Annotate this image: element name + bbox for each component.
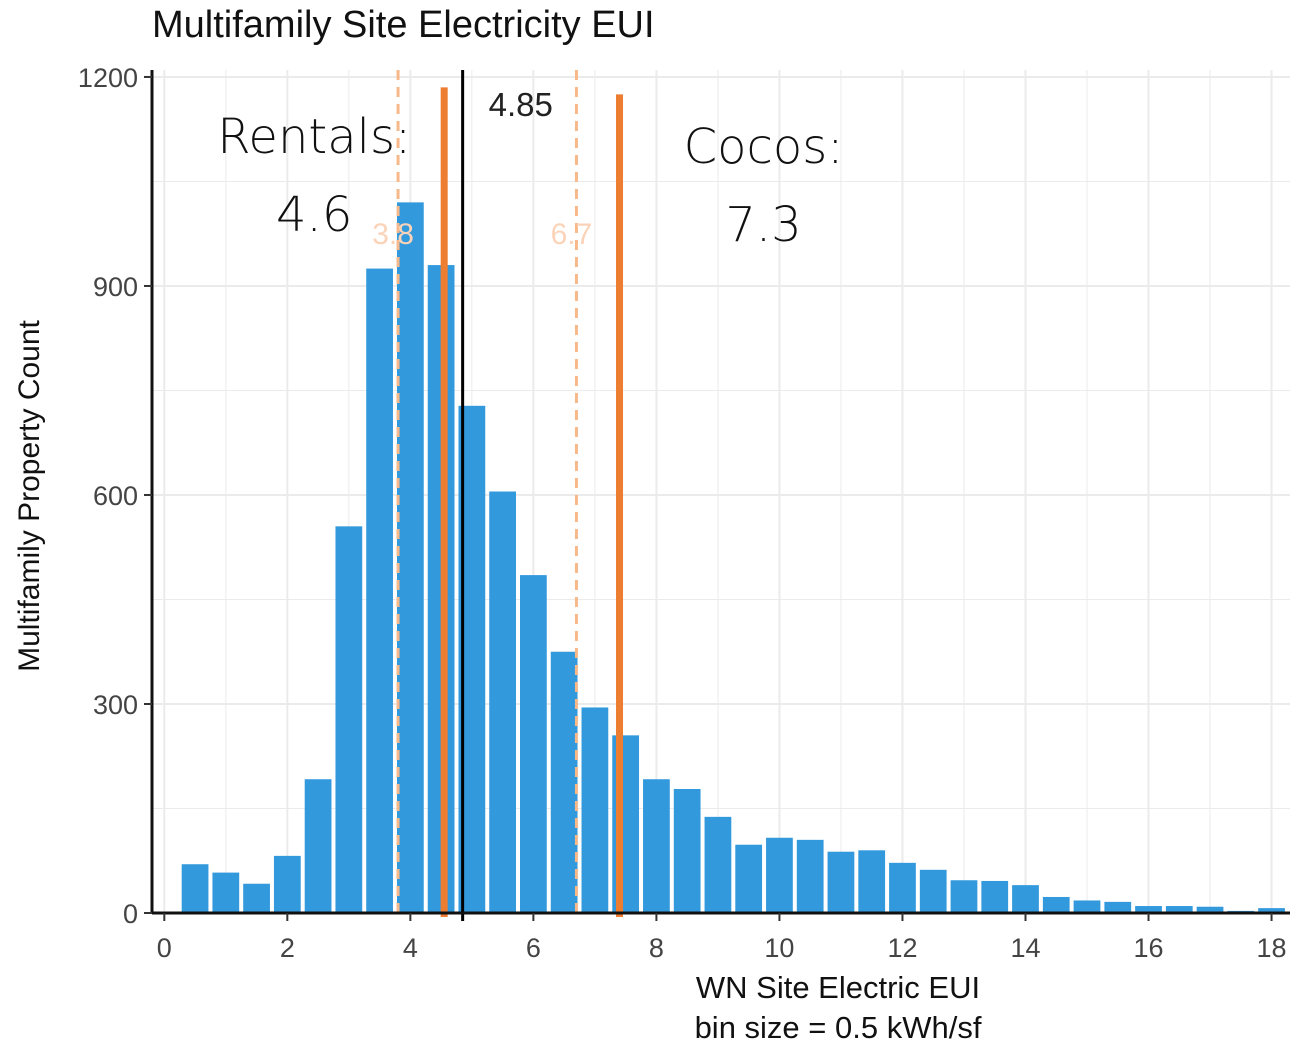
rentals-annotation: Rentals: 4.6 bbox=[217, 98, 411, 254]
histogram-bar bbox=[796, 839, 824, 913]
dashed-reference-label: 6.7 bbox=[551, 218, 593, 251]
histogram-bar bbox=[889, 862, 916, 913]
histogram-bar bbox=[735, 844, 763, 913]
histogram-bar bbox=[1135, 906, 1162, 913]
chart-title: Multifamily Site Electricity EUI bbox=[152, 4, 655, 46]
histogram-bar bbox=[950, 880, 978, 913]
histogram-bar bbox=[581, 707, 609, 913]
dashed-reference-label: 3.8 bbox=[372, 218, 414, 251]
x-tick-label: 18 bbox=[1257, 933, 1287, 963]
histogram-bar bbox=[212, 872, 240, 913]
histogram-bar bbox=[673, 788, 701, 913]
histogram-bar bbox=[704, 816, 732, 913]
cocos-annotation: Cocos: 7.3 bbox=[684, 108, 844, 264]
histogram-bar bbox=[366, 268, 393, 913]
histogram-bar bbox=[981, 880, 1009, 913]
x-tick-label: 10 bbox=[764, 933, 794, 963]
histogram-bar bbox=[1042, 896, 1070, 913]
x-axis-label-block: WN Site Electric EUI bin size = 0.5 kWh/… bbox=[695, 968, 982, 1048]
median-label: 4.85 bbox=[488, 85, 553, 123]
y-tick-label: 0 bbox=[123, 899, 138, 929]
x-tick-label: 12 bbox=[887, 933, 917, 963]
x-tick-label: 8 bbox=[649, 933, 664, 963]
histogram-bar bbox=[335, 526, 363, 913]
histogram-bar bbox=[396, 202, 424, 914]
cocos-annotation-title: Cocos: bbox=[683, 119, 844, 175]
y-tick-label: 300 bbox=[93, 690, 138, 720]
y-tick-label: 900 bbox=[93, 272, 138, 302]
histogram-bar bbox=[643, 779, 670, 913]
histogram-bar bbox=[1165, 906, 1193, 913]
cocos-annotation-value: 7.3 bbox=[725, 197, 802, 253]
x-axis-sublabel: bin size = 0.5 kWh/sf bbox=[694, 1010, 982, 1045]
histogram-bar bbox=[181, 864, 209, 913]
x-tick-label: 6 bbox=[526, 933, 541, 963]
histogram-bar bbox=[858, 850, 886, 913]
histogram-bar bbox=[273, 855, 301, 913]
rentals-annotation-value: 4.6 bbox=[276, 187, 353, 243]
x-tick-label: 4 bbox=[403, 933, 418, 963]
histogram-bar bbox=[489, 491, 517, 913]
y-tick-label: 1200 bbox=[78, 63, 138, 93]
histogram-bar bbox=[1196, 906, 1224, 913]
histogram-bar bbox=[1073, 900, 1101, 913]
x-tick-label: 2 bbox=[280, 933, 295, 963]
histogram-bar bbox=[520, 575, 547, 913]
histogram-bar bbox=[1012, 885, 1039, 913]
histogram-bar bbox=[766, 837, 793, 913]
histogram-bar bbox=[919, 869, 947, 913]
x-tick-label: 14 bbox=[1010, 933, 1040, 963]
x-axis-label: WN Site Electric EUI bbox=[695, 970, 981, 1005]
histogram-bar bbox=[1258, 908, 1285, 913]
histogram-bar bbox=[243, 883, 270, 913]
x-tick-label: 0 bbox=[157, 933, 172, 963]
histogram-bar bbox=[304, 779, 332, 913]
rentals-annotation-title: Rentals: bbox=[217, 109, 412, 165]
histogram-bar bbox=[550, 651, 578, 913]
histogram-bar bbox=[827, 851, 855, 913]
x-tick-label: 16 bbox=[1133, 933, 1163, 963]
histogram-bar bbox=[1104, 901, 1132, 913]
y-tick-label: 600 bbox=[93, 481, 138, 511]
